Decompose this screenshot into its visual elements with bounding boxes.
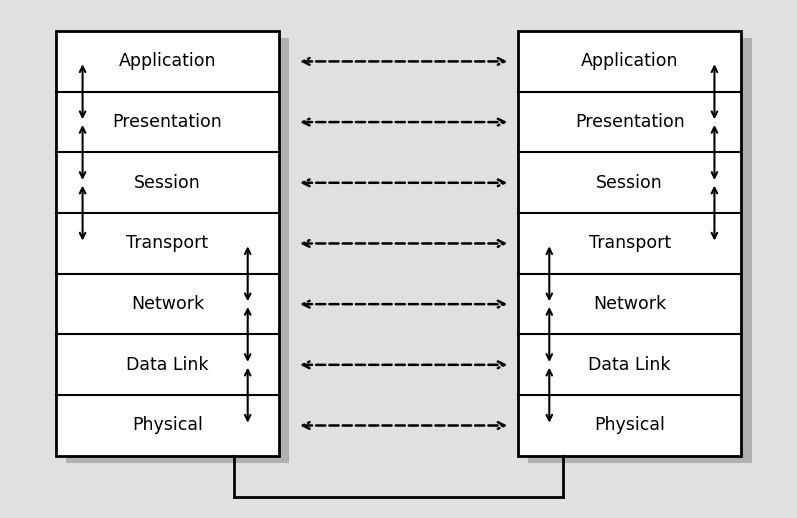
Bar: [518, 31, 741, 456]
Text: Application: Application: [581, 52, 678, 70]
Bar: [66, 38, 289, 463]
Text: Data Link: Data Link: [126, 356, 209, 374]
Text: Network: Network: [131, 295, 204, 313]
Text: Presentation: Presentation: [575, 113, 685, 131]
Text: Session: Session: [596, 174, 663, 192]
Text: Network: Network: [593, 295, 666, 313]
Text: Transport: Transport: [588, 235, 671, 252]
Text: Data Link: Data Link: [588, 356, 671, 374]
Text: Presentation: Presentation: [112, 113, 222, 131]
Text: Application: Application: [119, 52, 216, 70]
Text: Physical: Physical: [595, 416, 665, 435]
Text: Transport: Transport: [126, 235, 209, 252]
Bar: [56, 31, 279, 456]
Bar: [528, 38, 752, 463]
Text: Physical: Physical: [132, 416, 202, 435]
Text: Session: Session: [134, 174, 201, 192]
